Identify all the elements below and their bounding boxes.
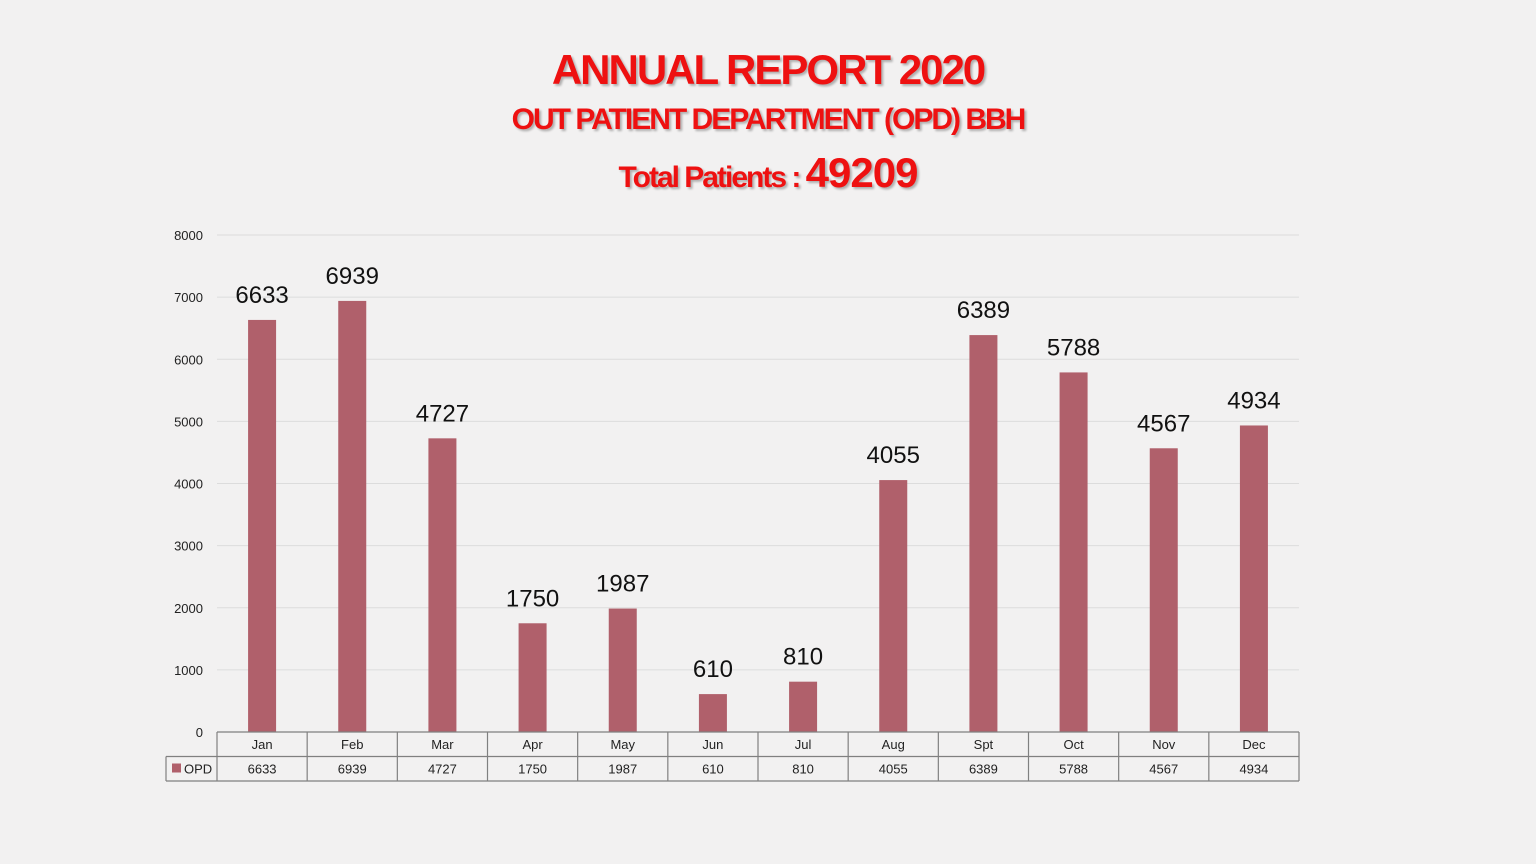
data-label-apr: 1750 bbox=[506, 585, 559, 612]
bar-may bbox=[608, 608, 637, 732]
chart-subtitle: OUT PATIENT DEPARTMENT (OPD) BBH bbox=[511, 103, 1027, 136]
table-value-feb: 6939 bbox=[338, 762, 367, 777]
y-tick-label-1000: 1000 bbox=[174, 663, 203, 678]
legend-label-opd: OPD bbox=[184, 762, 212, 777]
bar-apr bbox=[518, 623, 547, 732]
x-tick-label-dec: Dec bbox=[1242, 737, 1266, 752]
y-axis-ticks: 0 1000 2000 3000 4000 5000 6000 7000 8000 bbox=[174, 228, 203, 740]
data-label-oct: 5788 bbox=[1047, 334, 1100, 361]
data-label-spt: 6389 bbox=[957, 297, 1010, 324]
data-label-aug: 4055 bbox=[867, 442, 920, 469]
y-tick-label-5000: 5000 bbox=[174, 414, 203, 429]
x-tick-label-jan: Jan bbox=[252, 737, 273, 752]
data-label-nov: 4567 bbox=[1137, 410, 1190, 437]
table-value-jun: 610 bbox=[702, 762, 724, 777]
data-label-jun: 610 bbox=[693, 656, 733, 683]
chart-title-block: ANNUAL REPORT 2020 OUT PATIENT DEPARTMEN… bbox=[0, 44, 1536, 201]
y-tick-label-8000: 8000 bbox=[174, 228, 203, 243]
legend-swatch-opd bbox=[172, 763, 181, 773]
x-tick-label-nov: Nov bbox=[1152, 737, 1176, 752]
bar-aug bbox=[879, 480, 908, 732]
data-table: Jan 6633 Feb 6939 Mar 4727 Apr 1750 May 1987 Jun 61… bbox=[165, 731, 1300, 782]
table-value-aug: 4055 bbox=[879, 762, 908, 777]
data-label-dec: 4934 bbox=[1227, 387, 1280, 414]
data-labels: 6633 6939 4727 1750 1987 610 810 4055 6389 5788 45… bbox=[235, 263, 1280, 683]
total-patients-label: Total Patients : bbox=[618, 161, 806, 194]
y-tick-label-2000: 2000 bbox=[174, 601, 203, 616]
bar-feb bbox=[338, 300, 367, 732]
y-tick-label-3000: 3000 bbox=[174, 539, 203, 554]
bar-jul bbox=[789, 681, 818, 732]
x-tick-label-aug: Aug bbox=[882, 737, 905, 752]
x-tick-label-feb: Feb bbox=[341, 737, 363, 752]
bar-nov bbox=[1149, 448, 1178, 732]
y-tick-label-6000: 6000 bbox=[174, 352, 203, 367]
x-tick-label-jul: Jul bbox=[795, 737, 812, 752]
bar-spt bbox=[969, 335, 998, 732]
data-label-mar: 4727 bbox=[416, 400, 469, 427]
x-tick-label-spt: Spt bbox=[974, 737, 994, 752]
data-label-feb: 6939 bbox=[326, 263, 379, 290]
x-tick-label-oct: Oct bbox=[1063, 737, 1084, 752]
bar-jan bbox=[248, 319, 277, 732]
gridlines bbox=[217, 234, 1299, 671]
data-label-jan: 6633 bbox=[235, 282, 288, 309]
x-tick-label-mar: Mar bbox=[431, 737, 454, 752]
bar-dec bbox=[1239, 425, 1268, 732]
table-value-jul: 810 bbox=[792, 762, 814, 777]
table-value-mar: 4727 bbox=[428, 762, 457, 777]
y-tick-label-0: 0 bbox=[196, 725, 203, 740]
bar-jun bbox=[698, 694, 727, 732]
total-patients-value: 49209 bbox=[805, 149, 919, 196]
x-tick-label-may: May bbox=[610, 737, 635, 752]
bar-oct bbox=[1059, 372, 1088, 732]
table-value-oct: 5788 bbox=[1059, 762, 1088, 777]
table-value-nov: 4567 bbox=[1149, 762, 1178, 777]
chart-title: ANNUAL REPORT 2020 bbox=[551, 46, 986, 93]
data-label-may: 1987 bbox=[596, 571, 649, 598]
y-tick-label-4000: 4000 bbox=[174, 477, 203, 492]
table-value-apr: 1750 bbox=[518, 762, 547, 777]
table-value-dec: 4934 bbox=[1239, 762, 1268, 777]
x-tick-label-jun: Jun bbox=[702, 737, 723, 752]
table-value-jan: 6633 bbox=[248, 762, 277, 777]
bar-mar bbox=[428, 438, 457, 732]
y-tick-label-7000: 7000 bbox=[174, 290, 203, 305]
data-label-jul: 810 bbox=[783, 644, 823, 671]
table-value-may: 1987 bbox=[608, 762, 637, 777]
table-value-spt: 6389 bbox=[969, 762, 998, 777]
x-tick-label-apr: Apr bbox=[522, 737, 543, 752]
total-patients: Total Patients : 49209 bbox=[0, 150, 1536, 201]
bars bbox=[248, 300, 1268, 732]
